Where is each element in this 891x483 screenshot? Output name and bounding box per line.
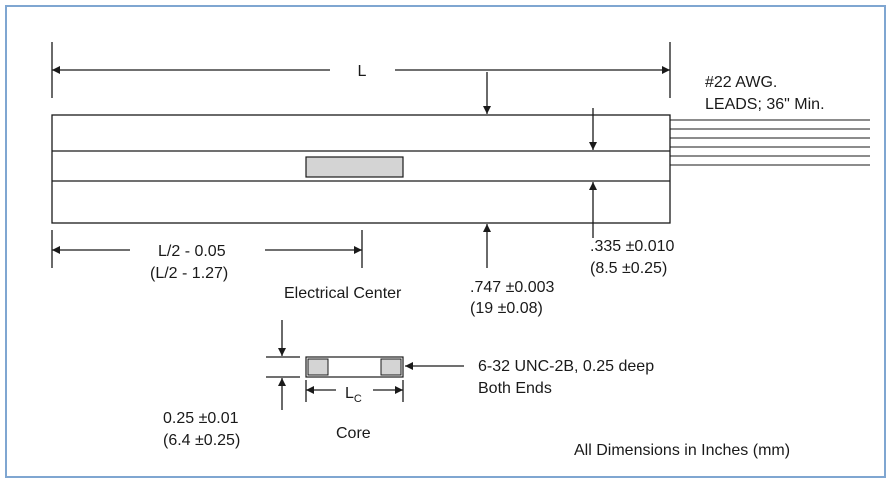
units-note: All Dimensions in Inches (mm) bbox=[574, 442, 790, 459]
core-thread-right bbox=[380, 358, 402, 376]
body-diameter-inches: .747 ±0.003 bbox=[470, 279, 555, 296]
core-thread-left bbox=[307, 358, 329, 376]
leads-label-line2: LEADS; 36" Min. bbox=[705, 96, 825, 113]
body-diameter-mm: (19 ±0.08) bbox=[470, 300, 543, 317]
leads-label-line1: #22 AWG. bbox=[705, 74, 777, 91]
bore-diameter-inches: .335 ±0.010 bbox=[590, 238, 675, 255]
core-detail-body bbox=[305, 356, 404, 378]
core-diameter-arrows bbox=[266, 320, 300, 410]
half-length-mm: (L/2 - 1.27) bbox=[150, 265, 228, 282]
core-label: Core bbox=[336, 425, 371, 442]
electrical-center-label: Electrical Center bbox=[284, 285, 402, 302]
core-in-body bbox=[305, 156, 404, 178]
core-length-dimension bbox=[305, 380, 404, 402]
drawing-frame bbox=[5, 5, 886, 478]
thread-spec-line2: Both Ends bbox=[478, 380, 552, 397]
length-dimension bbox=[51, 42, 671, 98]
transducer-body bbox=[51, 114, 671, 224]
bore-diameter-mm: (8.5 ±0.25) bbox=[590, 260, 667, 277]
half-length-dimension bbox=[51, 230, 363, 268]
half-length-inches: L/2 - 0.05 bbox=[158, 243, 226, 260]
core-length-label: LC bbox=[345, 385, 362, 405]
core-diameter-mm: (6.4 ±0.25) bbox=[163, 432, 240, 449]
core-diameter-inches: 0.25 ±0.01 bbox=[163, 410, 239, 427]
lead-wires bbox=[670, 119, 870, 166]
length-label: L bbox=[358, 63, 367, 80]
thread-spec-line1: 6-32 UNC-2B, 0.25 deep bbox=[478, 358, 654, 375]
